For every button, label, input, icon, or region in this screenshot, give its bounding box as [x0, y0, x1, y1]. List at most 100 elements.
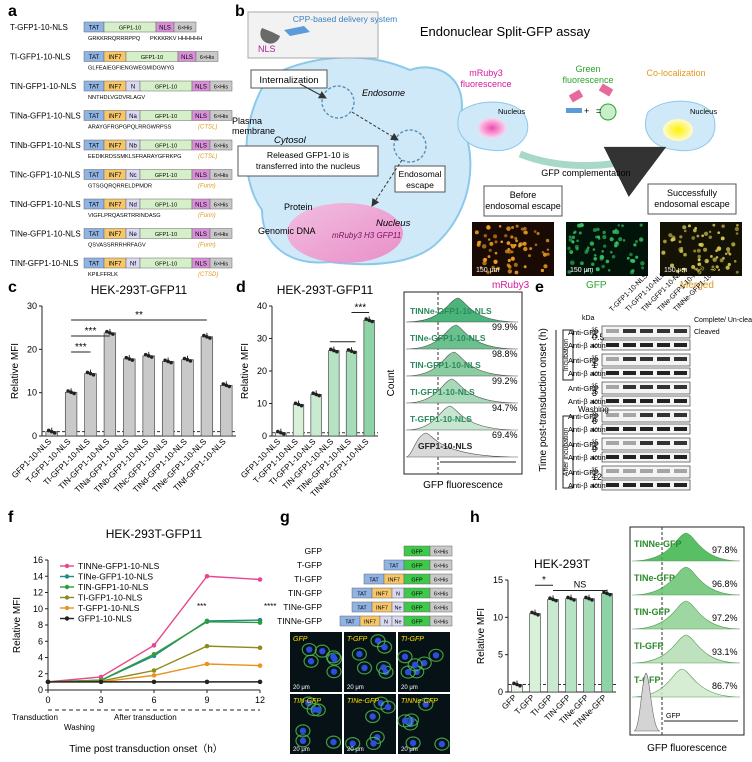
b-micro-cell	[717, 231, 721, 235]
g-nucleus	[331, 655, 338, 663]
a-domain-label: 6×His	[214, 203, 228, 209]
b-micro-cell	[500, 240, 504, 244]
g-cell	[405, 736, 421, 750]
g-cell	[380, 700, 396, 714]
a-domain-label: TAT	[89, 173, 100, 179]
e-actin-band	[657, 399, 670, 403]
g-cell	[397, 714, 413, 728]
g-construct-name: TINe-GFP	[283, 602, 322, 612]
b-micro-cell	[533, 230, 537, 233]
b-micro-cell	[716, 246, 722, 251]
a-domain-label: GFP1-10	[155, 173, 177, 179]
b-micro-cell	[721, 224, 725, 228]
g-domain-label: GFP	[411, 620, 423, 626]
panel-f-line-chart: HEK-293T-GFP11 0 2 4 6 8 10 12 14 16 0 3 6 9 12 Relativ…	[12, 527, 276, 755]
g-image-label: GFP	[293, 636, 308, 643]
b-micro-cell	[681, 269, 686, 273]
g-domain-label: GFP	[411, 592, 423, 598]
a-domain-label: 6×His	[214, 262, 228, 268]
g-domain-label: TAT	[369, 578, 379, 584]
e-time: 6	[592, 416, 597, 426]
g-domain-label: Ne	[394, 620, 401, 626]
series-point	[257, 663, 263, 668]
y-tick-label: 10	[493, 612, 503, 622]
panel-letter-h: h	[470, 509, 480, 526]
g-scale: 20 μm	[293, 685, 310, 691]
e-band	[623, 441, 636, 445]
series-point	[257, 645, 263, 651]
data-point	[91, 373, 96, 377]
a-domain-label: NLS	[181, 55, 193, 61]
g-scale: 20 μm	[347, 685, 364, 691]
e-legend: Complete/ Un-cleaved	[694, 317, 752, 324]
e-band	[640, 469, 653, 473]
b-endosome: Endosome	[362, 88, 405, 98]
e-band	[674, 441, 687, 445]
data-point	[293, 401, 298, 406]
b-micro-cell	[679, 235, 683, 239]
g-cell	[295, 724, 311, 738]
x-tick-label: 6	[151, 695, 156, 705]
b-micro-cell	[599, 256, 604, 261]
g-cell	[397, 650, 413, 664]
b-micro-cell	[546, 252, 550, 256]
b-gene: mRuby3 H3 GFP11	[332, 231, 401, 240]
g-cell	[310, 703, 326, 717]
a-construct-name: TIN-GFP1-10-NLS	[10, 82, 76, 91]
a-domain-label: Nd	[129, 203, 137, 209]
e-band	[674, 357, 687, 361]
g-domain-box	[429, 559, 453, 571]
g-nucleus	[411, 661, 419, 669]
a-construct-name: TINb-GFP1-10-NLS	[10, 141, 81, 150]
data-point	[352, 350, 357, 355]
series-point	[204, 679, 210, 685]
a-domain-label: GFP1-10	[155, 114, 177, 120]
b-micro-cell	[704, 258, 709, 264]
e-anti-gfp: Anti-GFP	[568, 412, 599, 421]
a-construct-name: TINe-GFP1-10-NLS	[10, 230, 81, 239]
b-micro-cell	[593, 253, 597, 257]
a-seq2: PKKKRKV	[150, 36, 177, 42]
y-tick-label: 10	[257, 399, 267, 409]
e-band	[657, 385, 670, 389]
y-axis-label: Relative MFI	[10, 343, 21, 399]
b-micro-label: Merged	[680, 280, 714, 291]
flow-frame	[403, 291, 523, 475]
b-micro-cell	[720, 236, 725, 241]
a-domain-label: TAT	[89, 114, 100, 120]
b-micro-cell	[585, 269, 589, 273]
b-micro-cell	[607, 268, 611, 272]
g-nucleus	[330, 668, 338, 675]
g-cell	[356, 661, 373, 675]
g-domain-label: INF7	[376, 606, 388, 612]
a-seq: ARAYGFRGPGPQLRRGWRPSS	[88, 125, 171, 131]
e-band	[623, 357, 636, 361]
b-micro-cell	[698, 242, 702, 247]
b-micro-cell	[713, 268, 716, 272]
bar	[200, 336, 214, 437]
b-micro-cell	[545, 238, 550, 243]
e-band	[606, 441, 619, 445]
data-point	[282, 432, 286, 436]
g-nucleus	[349, 740, 356, 747]
b-micro-cell	[511, 225, 515, 230]
b-micro-cell	[635, 255, 639, 259]
data-point	[69, 390, 73, 395]
g-domain-label: TAT	[389, 564, 399, 570]
a-domain-label: INF7	[108, 173, 122, 179]
a-domain-label: INF7	[108, 262, 122, 268]
b-micro-cell	[593, 256, 598, 261]
b-micro-cell	[542, 252, 548, 257]
data-point	[149, 355, 154, 359]
e-marker: 25	[591, 334, 598, 340]
data-point	[584, 595, 588, 600]
a-domain-box	[209, 198, 233, 210]
g-nucleus	[330, 738, 337, 746]
panel-letter-b: b	[235, 3, 245, 20]
pacman-icon	[260, 28, 280, 44]
a-seq: VIGFLPRQASRTRRINDASG	[88, 213, 161, 219]
g-nucleus	[377, 700, 385, 707]
b-micro-cell	[726, 247, 731, 252]
y-tick-label: 0	[38, 685, 43, 695]
g-cell	[300, 696, 317, 710]
